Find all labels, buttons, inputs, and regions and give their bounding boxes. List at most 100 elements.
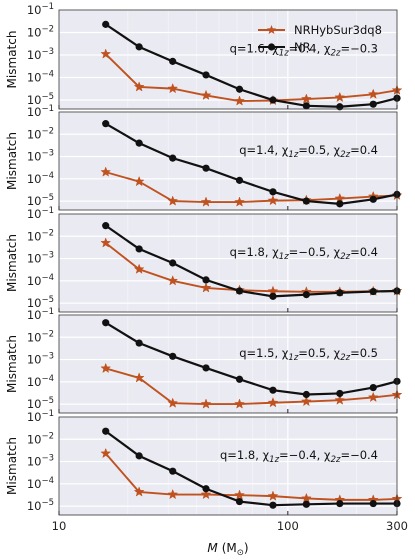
y-tick-exponent: −4	[41, 273, 54, 283]
y-tick-label: 10−3	[27, 149, 54, 164]
x-axis-label: M (M⊙)	[207, 541, 248, 558]
y-tick-exponent: −4	[41, 476, 54, 486]
data-point-star	[200, 488, 212, 500]
data-point-circle	[169, 352, 177, 360]
y-tick-label: 10−3	[27, 251, 54, 266]
data-point-star	[334, 394, 346, 405]
panel-annotation: q=1.8, χ1z=−0.5, χ2z=0.4	[230, 245, 378, 262]
y-tick-base: 10	[27, 71, 42, 85]
annotation-text: q=1.4, χ	[239, 143, 289, 157]
legend-star-marker	[266, 25, 277, 35]
annotation-subscript: 1z	[279, 252, 289, 262]
series-nr	[102, 20, 401, 111]
data-point-circle	[369, 195, 377, 203]
panel-4: 10−510−410−310−210−1q=1.5, χ1z=0.5, χ2z=…	[5, 307, 403, 414]
data-point-circle	[169, 259, 177, 267]
data-point-star	[133, 486, 145, 497]
panel-frame	[58, 314, 398, 414]
y-tick-exponent: −3	[41, 149, 54, 159]
y-tick-label: 10−5	[27, 193, 54, 208]
series-nrhybsur3dq8	[100, 447, 403, 505]
y-tick-label: 10−4	[27, 374, 54, 389]
series-line	[105, 171, 398, 204]
data-point-circle	[302, 390, 310, 399]
data-point-circle	[302, 102, 310, 110]
series-line	[105, 23, 398, 108]
legend: NRHybSur3dq8 NR	[258, 23, 382, 54]
data-point-circle	[202, 164, 210, 172]
panel-frame	[58, 213, 398, 313]
y-tick-exponent: −5	[41, 396, 54, 406]
y-tick-exponent: −1	[41, 307, 54, 317]
y-tick-label: 10−1	[27, 206, 54, 221]
y-tick-exponent: −3	[41, 251, 54, 261]
y-tick-label: 10−3	[27, 47, 54, 62]
annotation-text: q=1.5, χ	[239, 346, 289, 360]
y-tick-label: 10−1	[27, 2, 54, 17]
y-tick-base: 10	[27, 127, 42, 141]
y-tick-label: 10−4	[27, 476, 54, 491]
data-point-circle	[135, 452, 143, 460]
y-tick-base: 10	[27, 477, 42, 491]
panel-frame	[58, 416, 398, 516]
y-tick-base: 10	[27, 353, 42, 367]
y-tick-base: 10	[27, 308, 42, 322]
panel-annotation: q=1.4, χ1z=0.5, χ2z=0.4	[239, 143, 378, 160]
data-point-star	[100, 362, 112, 374]
data-point-circle	[135, 43, 143, 51]
y-tick-exponent: −2	[41, 25, 54, 35]
data-point-star	[200, 282, 212, 293]
data-point-circle	[336, 289, 344, 297]
annotation-subscript: 1z	[288, 353, 298, 363]
data-point-circle	[235, 287, 244, 295]
y-tick-base: 10	[27, 455, 42, 469]
x-axis-close: )	[244, 541, 249, 555]
y-tick-exponent: −2	[41, 126, 54, 136]
y-tick-base: 10	[27, 48, 42, 62]
data-point-circle	[102, 427, 110, 435]
y-tick-exponent: −1	[41, 2, 54, 12]
data-point-star	[167, 397, 179, 408]
y-tick-base: 10	[27, 26, 42, 40]
y-axis-label: Mismatch	[5, 132, 19, 190]
series-line	[105, 367, 398, 406]
annotation-subscript: 1z	[279, 49, 289, 59]
y-tick-label: 10−2	[27, 126, 54, 141]
data-point-circle	[269, 386, 277, 394]
y-tick-exponent: −3	[41, 352, 54, 362]
annotation-text: =0.5, χ	[298, 346, 340, 360]
data-point-star	[234, 95, 245, 106]
y-tick-exponent: −1	[41, 409, 54, 419]
series-line	[105, 53, 398, 102]
y-tick-exponent: −5	[41, 193, 54, 203]
y-tick-label: 10−2	[27, 431, 54, 446]
data-point-circle	[202, 364, 210, 372]
y-tick-base: 10	[27, 105, 42, 119]
annotation-subscript: 1z	[269, 455, 279, 465]
y-tick-label: 10−3	[27, 352, 54, 367]
y-tick-exponent: −5	[41, 92, 54, 102]
data-point-star	[167, 488, 179, 500]
data-point-circle	[235, 497, 244, 506]
data-point-circle	[302, 197, 310, 205]
data-point-circle	[336, 103, 344, 111]
data-point-circle	[202, 71, 210, 79]
y-tick-exponent: −1	[41, 104, 54, 114]
annotation-text: q=1.8, χ	[220, 448, 270, 462]
data-point-circle	[369, 100, 377, 108]
y-axis-label: Mismatch	[5, 335, 19, 393]
panel-annotation: q=1.5, χ1z=0.5, χ2z=0.5	[239, 346, 378, 363]
data-point-star	[234, 489, 245, 500]
legend-circle-marker	[267, 43, 276, 51]
y-tick-label: 10−1	[27, 307, 54, 322]
data-point-circle	[302, 500, 310, 508]
data-point-star	[234, 398, 245, 409]
data-point-circle	[269, 188, 277, 196]
annotation-text: =−0.3	[340, 42, 378, 56]
data-point-star	[234, 196, 245, 207]
data-point-star	[300, 93, 312, 104]
y-tick-exponent: −2	[41, 329, 54, 339]
data-point-star	[267, 194, 279, 206]
y-tick-label: 10−5	[27, 295, 54, 310]
series-nrhybsur3dq8	[100, 362, 403, 409]
